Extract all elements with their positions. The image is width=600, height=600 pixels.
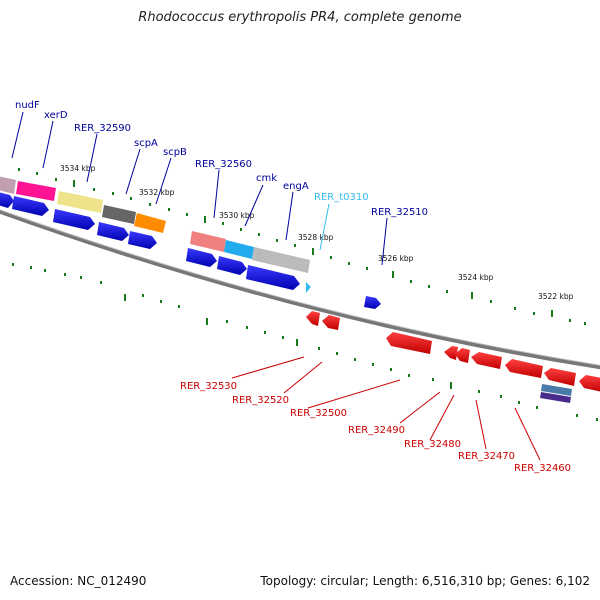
gene-label-cmk: cmk [256,173,277,184]
feature-bar-reverse [541,384,572,396]
reverse-cds-arrow [579,375,600,392]
feature-bar-RER_32590 [57,191,103,213]
forward-cds-arrow [0,192,14,208]
gene-label-RER_32510: RER_32510 [371,207,428,218]
gene-label-scpB: scpB [163,147,187,158]
scale-label-3522: 3522 kbp [538,292,574,301]
forward-cds-arrow [217,256,247,275]
reverse-cds-arrow [306,311,320,326]
feature-bar-cmk [224,240,254,259]
reverse-cds-arrow [544,368,576,386]
gene-label-RER_32480: RER_32480 [404,439,461,450]
forward-gene-labels: nudF xerD RER_32590 scpA scpB RER_32560 … [15,100,428,218]
forward-feature-bars [0,176,310,273]
scale-label-3528: 3528 kbp [298,233,334,242]
reverse-cds-arrow [455,348,470,363]
gene-label-xerD: xerD [44,110,68,121]
gene-label-engA: engA [283,181,309,192]
feature-bar-scpB [134,213,166,233]
forward-cds-arrows [0,192,381,309]
feature-bar-reverse [540,392,571,403]
trna-arrow-RER_t0310 [306,282,311,293]
map-title: Rhodococcus erythropolis PR4, complete g… [138,10,462,25]
accession-text: Accession: NC_012490 [10,574,147,588]
leader-line-RER_t0310 [319,203,330,251]
reverse-cds-arrow [505,359,543,378]
gene-label-scpA: scpA [134,138,158,149]
gene-label-RER_32470: RER_32470 [458,451,515,462]
forward-cds-arrow [12,196,49,216]
feature-bar-engA [252,247,310,273]
genome-backbone [0,209,600,370]
forward-cds-arrow-RER_32510 [364,296,381,309]
reverse-cds-arrows [306,311,600,392]
gene-label-RER_32520: RER_32520 [232,395,289,406]
reverse-feature-bars [540,384,572,403]
forward-cds-arrow [97,222,129,241]
reverse-leader-lines [231,356,541,461]
scale-label-3524: 3524 kbp [458,273,494,282]
inner-scale-ticks [12,263,598,421]
reverse-cds-arrow [322,315,340,330]
feature-bar-scpA [102,205,136,224]
forward-cds-arrow [53,209,95,230]
forward-cds-arrow [186,248,217,267]
gene-label-nudF: nudF [15,100,40,111]
outer-scale-ticks [18,168,586,325]
genome-backbone-highlight [0,209,600,366]
reverse-gene-labels: RER_32530 RER_32520 RER_32500 RER_32490 … [180,381,571,474]
forward-cds-arrow [128,231,157,249]
gene-label-RER_32530: RER_32530 [180,381,237,392]
feature-bar-xerD [16,181,56,201]
genome-summary-text: Topology: circular; Length: 6,516,310 bp… [260,574,590,588]
reverse-cds-arrow [471,352,502,369]
scale-label-3526: 3526 kbp [378,254,414,263]
scale-label-3534: 3534 kbp [60,164,96,173]
gene-label-RER_t0310: RER_t0310 [314,192,369,203]
feature-bar-nudF [0,176,16,194]
gene-label-RER_32500: RER_32500 [290,408,347,419]
scale-label-3530: 3530 kbp [219,211,255,220]
reverse-cds-arrow [386,332,432,354]
gene-label-RER_32460: RER_32460 [514,463,571,474]
gene-label-RER_32590: RER_32590 [74,123,131,134]
forward-leader-lines [11,111,388,266]
feature-bar-RER_32560 [190,231,226,252]
forward-cds-arrow [246,265,300,290]
gene-label-RER_32490: RER_32490 [348,425,405,436]
reverse-cds-arrow [444,346,458,360]
scale-labels: 3534 kbp 3532 kbp 3530 kbp 3528 kbp 3526… [60,164,574,301]
gene-label-RER_32560: RER_32560 [195,159,252,170]
scale-label-3532: 3532 kbp [139,188,175,197]
